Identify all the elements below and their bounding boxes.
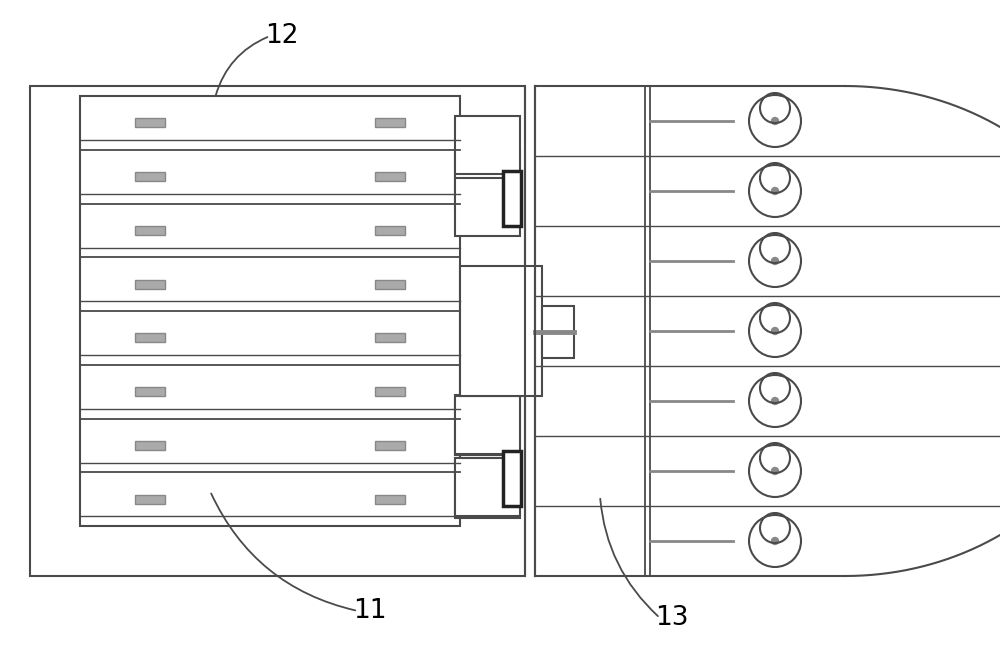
Bar xyxy=(135,280,165,288)
Bar xyxy=(503,171,521,226)
Bar xyxy=(375,280,405,288)
Bar xyxy=(455,149,520,209)
Bar xyxy=(135,172,165,181)
Bar xyxy=(455,395,520,455)
Circle shape xyxy=(772,188,778,194)
Circle shape xyxy=(772,468,778,474)
Circle shape xyxy=(772,398,778,404)
Bar xyxy=(542,306,574,358)
Bar xyxy=(375,334,405,342)
Bar xyxy=(375,387,405,396)
Bar xyxy=(135,441,165,450)
Text: 13: 13 xyxy=(655,605,689,631)
Bar xyxy=(455,116,520,174)
Bar xyxy=(375,172,405,181)
Bar xyxy=(455,458,520,518)
Bar xyxy=(135,119,165,127)
Bar xyxy=(375,441,405,450)
Bar xyxy=(503,451,521,506)
Bar xyxy=(375,495,405,503)
Bar xyxy=(375,226,405,235)
Bar xyxy=(455,396,520,454)
Bar xyxy=(135,495,165,503)
Bar xyxy=(455,458,520,516)
Text: 12: 12 xyxy=(265,23,299,49)
Circle shape xyxy=(772,537,778,545)
Bar xyxy=(455,178,520,236)
Circle shape xyxy=(772,117,778,125)
Bar xyxy=(460,266,542,396)
Bar xyxy=(135,334,165,342)
Bar xyxy=(375,119,405,127)
Bar xyxy=(80,96,460,526)
Bar xyxy=(135,226,165,235)
Bar xyxy=(135,387,165,396)
Bar xyxy=(30,86,525,576)
Circle shape xyxy=(772,258,778,264)
Text: 11: 11 xyxy=(353,598,387,624)
Circle shape xyxy=(772,328,778,334)
